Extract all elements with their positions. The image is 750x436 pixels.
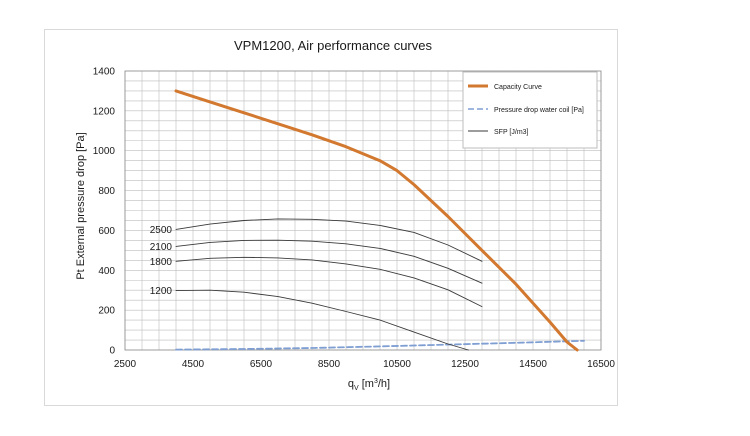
chart-frame: VPM1200, Air performance curves 2500 4500… bbox=[44, 29, 618, 406]
legend: Capacity Curve Pressure drop water coil … bbox=[462, 71, 598, 149]
x-tick-label: 12500 bbox=[451, 359, 479, 370]
legend-label-sfp: SFP [J/m3] bbox=[494, 129, 529, 136]
legend-label-pressure-drop: Pressure drop water coil [Pa] bbox=[494, 107, 584, 114]
x-axis-label-unit-prefix: [m bbox=[359, 378, 374, 390]
series-line-sfp-5 bbox=[175, 289, 469, 351]
x-axis-label: qV [m3/h] bbox=[348, 378, 390, 392]
grid bbox=[124, 70, 602, 351]
curve-label: 1200 bbox=[150, 286, 173, 297]
axes bbox=[124, 70, 602, 351]
x-tick-label: 4500 bbox=[182, 359, 205, 370]
x-tick-label: 8500 bbox=[318, 359, 341, 370]
x-tick-label: 6500 bbox=[250, 359, 273, 370]
x-tick-labels: 2500 4500 6500 8500 10500 12500 14500 16500 bbox=[114, 359, 615, 370]
y-axis-label: Pt External pressure drop [Pa] bbox=[75, 132, 87, 279]
series-line-sfp-3 bbox=[175, 239, 483, 284]
series-line-sfp-2 bbox=[175, 218, 483, 262]
x-tick-label: 16500 bbox=[587, 359, 615, 370]
plot-border bbox=[124, 70, 602, 351]
x-axis-label-sub: V bbox=[354, 385, 359, 392]
y-tick-label: 1400 bbox=[93, 67, 116, 78]
series-layer bbox=[174, 89, 585, 352]
y-tick-label: 1200 bbox=[93, 106, 116, 117]
y-tick-label: 600 bbox=[98, 226, 115, 237]
y-tick-label: 800 bbox=[98, 186, 115, 197]
curve-label: 2100 bbox=[150, 242, 173, 253]
chart-title: VPM1200, Air performance curves bbox=[234, 38, 432, 53]
y-tick-label: 1000 bbox=[93, 146, 116, 157]
y-tick-labels: 0 200 400 600 800 1000 1200 1400 bbox=[93, 67, 116, 357]
y-tick-label: 200 bbox=[98, 306, 115, 317]
x-axis-label-unit-suffix: /h] bbox=[378, 378, 390, 390]
curve-labels: 2500 2100 1800 1200 bbox=[150, 225, 173, 297]
x-tick-label: 14500 bbox=[519, 359, 547, 370]
x-tick-label: 2500 bbox=[114, 359, 137, 370]
legend-label-capacity: Capacity Curve bbox=[494, 84, 542, 91]
series-line-pressure_drop-1 bbox=[175, 339, 585, 351]
x-axis-label-main: q bbox=[348, 378, 354, 390]
y-tick-label: 400 bbox=[98, 266, 115, 277]
x-tick-label: 10500 bbox=[383, 359, 411, 370]
curve-label: 2500 bbox=[150, 225, 173, 236]
y-tick-label: 0 bbox=[109, 346, 115, 357]
curve-label: 1800 bbox=[150, 257, 173, 268]
x-axis-label-unit-sup: 3 bbox=[374, 378, 378, 385]
performance-chart: VPM1200, Air performance curves 2500 4500… bbox=[75, 38, 615, 392]
series-line-sfp-4 bbox=[175, 256, 483, 308]
series-line-capacity-0 bbox=[174, 89, 579, 352]
